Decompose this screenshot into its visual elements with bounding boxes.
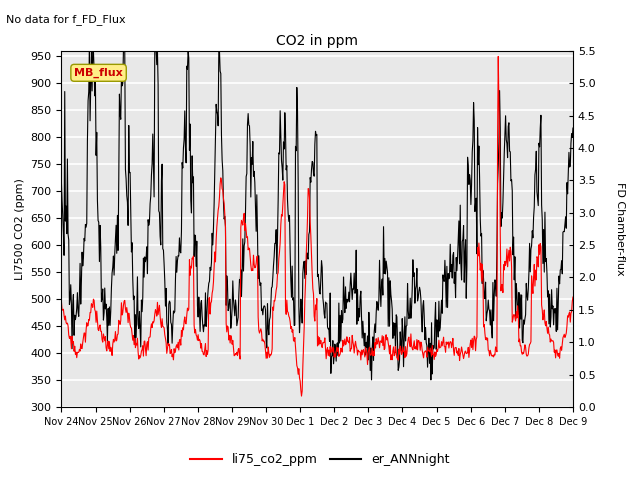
Title: CO2 in ppm: CO2 in ppm: [276, 34, 358, 48]
Text: No data for f_FD_Flux: No data for f_FD_Flux: [6, 14, 126, 25]
Legend: li75_co2_ppm, er_ANNnight: li75_co2_ppm, er_ANNnight: [186, 448, 454, 471]
Y-axis label: LI7500 CO2 (ppm): LI7500 CO2 (ppm): [15, 178, 25, 280]
Y-axis label: FD Chamber-flux: FD Chamber-flux: [615, 182, 625, 276]
Text: MB_flux: MB_flux: [74, 68, 123, 78]
